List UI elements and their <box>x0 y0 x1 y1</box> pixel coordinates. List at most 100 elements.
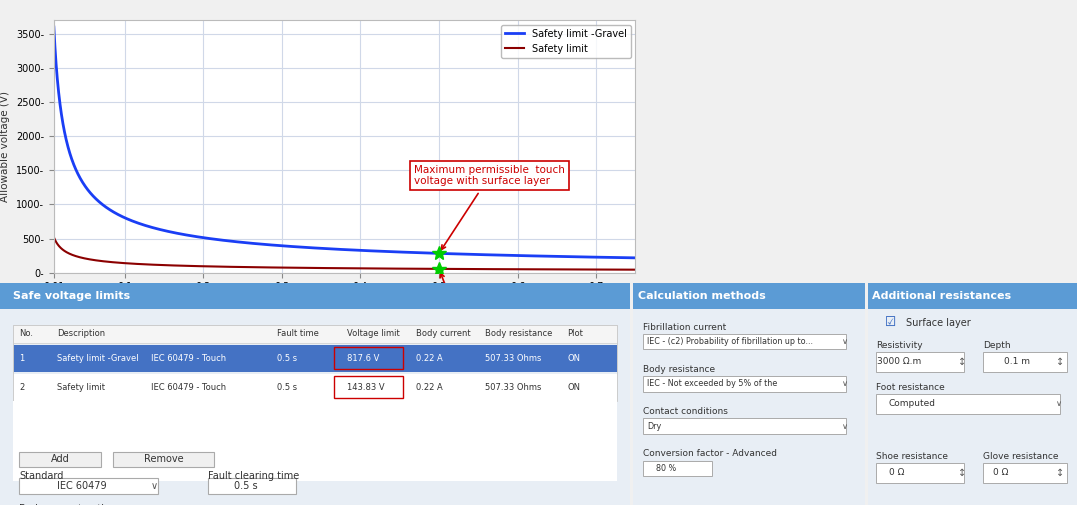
Text: Depth: Depth <box>983 340 1010 349</box>
Safety limit -Gravel <box>102 206 115 212</box>
Text: Calculation methods: Calculation methods <box>638 291 766 301</box>
Safety limit -Gravel <box>121 216 134 222</box>
Y-axis label: Allowable voltage (V): Allowable voltage (V) <box>0 91 11 202</box>
Text: 0.5 s: 0.5 s <box>277 383 297 392</box>
Text: Remove: Remove <box>144 454 183 465</box>
FancyBboxPatch shape <box>113 451 214 467</box>
Safety limit <box>47 234 60 240</box>
Text: No.: No. <box>19 329 33 338</box>
FancyBboxPatch shape <box>0 283 630 310</box>
Text: Shoe resistance: Shoe resistance <box>877 451 949 461</box>
FancyBboxPatch shape <box>643 418 847 434</box>
Safety limit -Gravel <box>310 245 323 251</box>
FancyBboxPatch shape <box>13 427 617 454</box>
Text: Conversion factor - Advanced: Conversion factor - Advanced <box>643 449 777 459</box>
Text: Voltage limit: Voltage limit <box>347 329 400 338</box>
Text: 143.83 V: 143.83 V <box>347 383 384 392</box>
Text: Additional resistances: Additional resistances <box>872 291 1011 301</box>
Text: Resistivity: Resistivity <box>877 340 923 349</box>
Text: ∨: ∨ <box>842 422 848 431</box>
FancyBboxPatch shape <box>877 394 1060 414</box>
Text: Maximum permissible  touch
voltage with surface layer: Maximum permissible touch voltage with s… <box>415 165 565 249</box>
Text: 817.6 V: 817.6 V <box>347 354 379 363</box>
Text: ↕: ↕ <box>957 468 966 478</box>
Text: 507.33 Ohms: 507.33 Ohms <box>485 354 542 363</box>
Safety limit <box>310 265 323 271</box>
FancyBboxPatch shape <box>13 374 617 400</box>
Text: ∨: ∨ <box>842 379 848 388</box>
Text: 0 Ω: 0 Ω <box>889 468 905 477</box>
FancyBboxPatch shape <box>19 451 101 467</box>
FancyBboxPatch shape <box>633 283 865 310</box>
Line: Safety limit: Safety limit <box>54 237 635 270</box>
Text: Fault clearing time: Fault clearing time <box>208 471 299 481</box>
Safety limit <box>102 259 115 265</box>
Text: Dry: Dry <box>647 422 661 431</box>
Safety limit -Gravel <box>571 254 584 260</box>
Text: ∨: ∨ <box>151 481 158 491</box>
Text: 2: 2 <box>19 383 24 392</box>
Text: Fibrillation current: Fibrillation current <box>643 323 726 332</box>
Safety limit <box>142 262 155 268</box>
FancyBboxPatch shape <box>13 345 617 372</box>
Text: ↕: ↕ <box>957 357 966 367</box>
Text: 1: 1 <box>19 354 24 363</box>
Text: Plot: Plot <box>567 329 583 338</box>
FancyBboxPatch shape <box>877 463 964 483</box>
Text: Contact conditions: Contact conditions <box>643 407 727 416</box>
Text: Fault time: Fault time <box>277 329 319 338</box>
Text: Standard: Standard <box>19 471 64 481</box>
Safety limit -Gravel <box>100 205 113 211</box>
Text: 0 Ω: 0 Ω <box>993 468 1009 477</box>
FancyBboxPatch shape <box>983 463 1066 483</box>
FancyBboxPatch shape <box>983 351 1066 372</box>
FancyBboxPatch shape <box>13 400 617 427</box>
Text: IEC - Not exceeded by 5% of the: IEC - Not exceeded by 5% of the <box>647 379 778 388</box>
Text: Foot resistance: Foot resistance <box>877 383 946 392</box>
Text: 0.22 A: 0.22 A <box>416 383 443 392</box>
Text: IEC - (c2) Probability of fibrillation up to...: IEC - (c2) Probability of fibrillation u… <box>647 337 813 346</box>
Text: Computed: Computed <box>889 399 936 409</box>
Safety limit <box>100 259 113 265</box>
Text: 0.5 s: 0.5 s <box>277 354 297 363</box>
FancyBboxPatch shape <box>13 454 617 481</box>
Text: Safe voltage limits: Safe voltage limits <box>13 291 129 301</box>
Text: 0.5 s: 0.5 s <box>234 481 257 491</box>
FancyBboxPatch shape <box>13 325 617 343</box>
FancyBboxPatch shape <box>643 376 847 392</box>
X-axis label: Time (s): Time (s) <box>319 298 370 308</box>
Text: Body resistance: Body resistance <box>643 365 715 374</box>
Text: IEC 60479 - Touch: IEC 60479 - Touch <box>151 354 226 363</box>
FancyBboxPatch shape <box>643 334 847 349</box>
Text: 80 %: 80 % <box>656 464 676 473</box>
Safety limit -Gravel <box>47 24 60 30</box>
Safety limit <box>121 260 134 266</box>
FancyBboxPatch shape <box>877 351 964 372</box>
Legend: Safety limit -Gravel, Safety limit: Safety limit -Gravel, Safety limit <box>501 25 630 58</box>
Safety limit -Gravel <box>142 223 155 229</box>
Text: ☑: ☑ <box>885 316 896 329</box>
FancyBboxPatch shape <box>643 461 712 476</box>
Text: ☐: ☐ <box>885 316 896 329</box>
Text: ON: ON <box>567 383 581 392</box>
Text: 3000 Ω.m: 3000 Ω.m <box>878 357 922 366</box>
Text: Add: Add <box>51 454 69 465</box>
Text: Safety limit: Safety limit <box>57 383 104 392</box>
Text: ∨: ∨ <box>842 337 848 346</box>
Text: Maximum permissible  touch
voltage without surface layer: Maximum permissible touch voltage withou… <box>415 273 568 414</box>
Safety limit -Gravel <box>629 255 642 261</box>
Text: Body current path: Body current path <box>19 504 108 505</box>
Text: Glove resistance: Glove resistance <box>983 451 1059 461</box>
Text: ∨: ∨ <box>1057 399 1062 409</box>
Safety limit <box>571 267 584 273</box>
Text: Body resistance: Body resistance <box>485 329 553 338</box>
Text: 0.22 A: 0.22 A <box>416 354 443 363</box>
Text: 507.33 Ohms: 507.33 Ohms <box>485 383 542 392</box>
Text: Surface layer: Surface layer <box>906 318 970 328</box>
FancyBboxPatch shape <box>19 478 157 494</box>
Text: Body current: Body current <box>416 329 471 338</box>
Text: Safety limit -Gravel: Safety limit -Gravel <box>57 354 138 363</box>
Line: Safety limit -Gravel: Safety limit -Gravel <box>54 27 635 258</box>
Safety limit <box>629 267 642 273</box>
FancyBboxPatch shape <box>208 478 296 494</box>
